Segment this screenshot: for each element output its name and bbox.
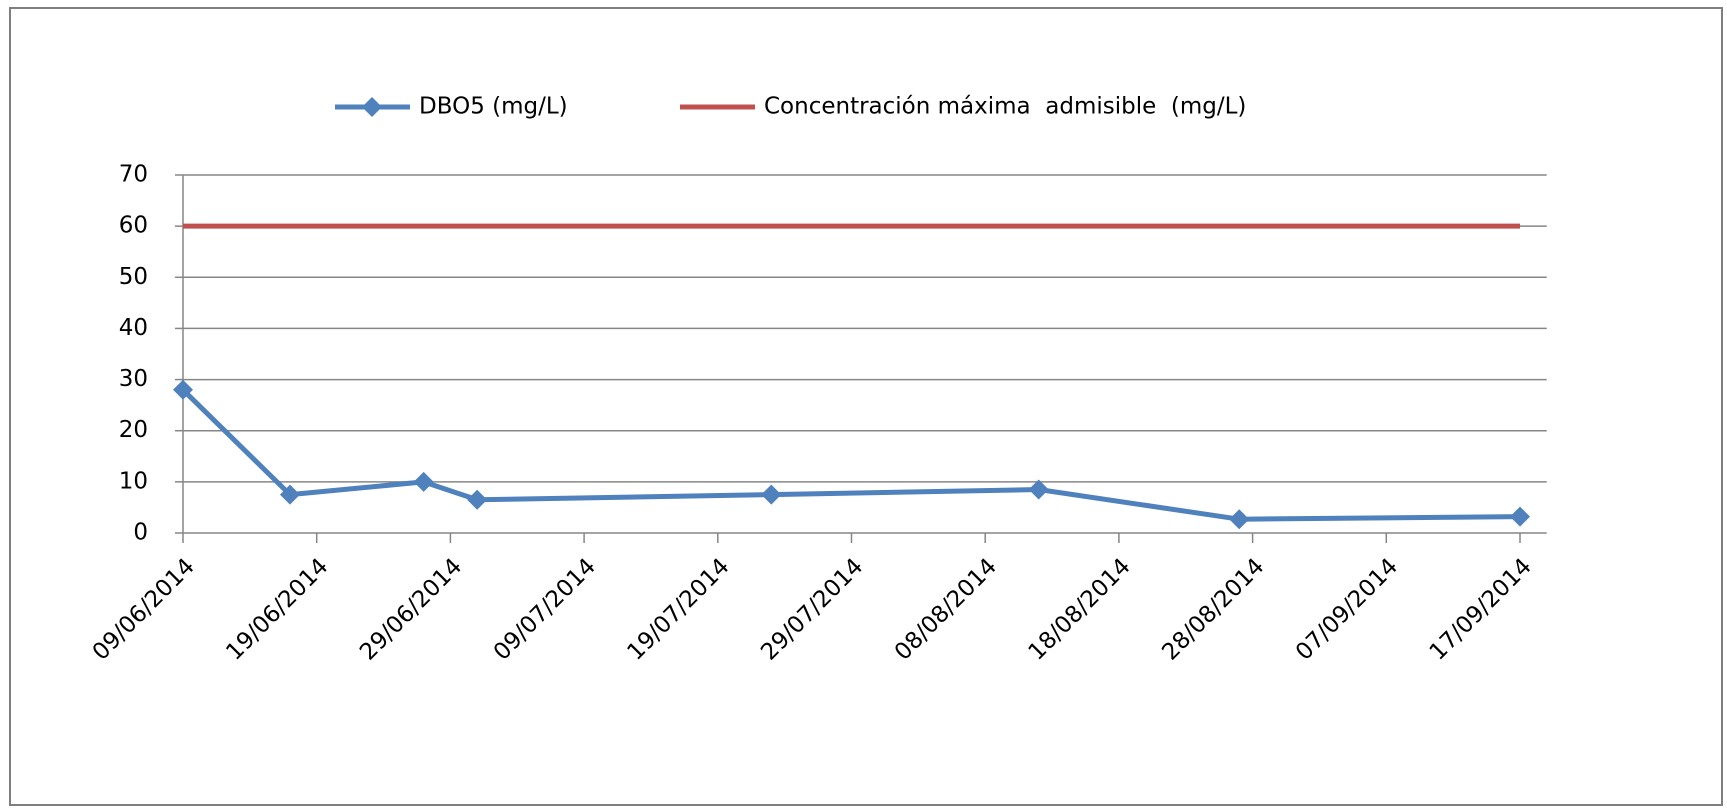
y-tick-label: 50 [119,264,148,290]
series-line [181,388,1521,522]
legend-label: Concentración máxima admisible (mg/L) [764,94,1246,120]
data-point [173,379,193,400]
chart-frame [9,7,1723,806]
data-point [1028,479,1049,500]
data-point [413,471,434,492]
data-point [279,484,300,505]
y-tick-label: 30 [119,366,148,392]
y-tick-label: 20 [119,417,148,443]
y-tick-label: 70 [119,162,148,188]
data-point [1510,506,1530,527]
data-point [761,484,782,505]
legend-label: DBO5 (mg/L) [419,94,568,120]
y-tick-label: 10 [119,468,148,494]
legend-marker [362,97,382,117]
y-tick-label: 40 [119,315,148,341]
y-tick-label: 0 [133,520,148,546]
data-point [1229,509,1250,530]
y-tick-label: 60 [119,213,148,239]
data-point [467,489,488,510]
